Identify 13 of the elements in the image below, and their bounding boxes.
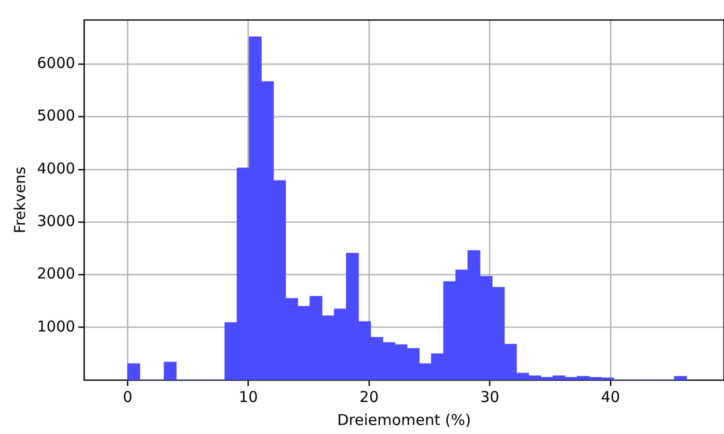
y-tick-label: 2000 [36,264,76,283]
y-tick-label: 3000 [36,212,76,230]
x-tick-label: 30 [480,388,500,406]
x-tick-label: 0 [122,388,132,406]
y-tick-label: 5000 [36,106,76,125]
y-axis-title: Frekvens [10,166,29,234]
x-tick-label: 20 [360,388,379,406]
x-tick-label: 10 [238,388,258,406]
x-tick-label: 40 [600,388,620,406]
y-tick-label: 4000 [36,159,76,178]
y-tick-label: 6000 [36,54,76,72]
y-tick-label: 1000 [36,317,76,336]
x-axis-title: Dreiemoment (%) [337,410,471,429]
